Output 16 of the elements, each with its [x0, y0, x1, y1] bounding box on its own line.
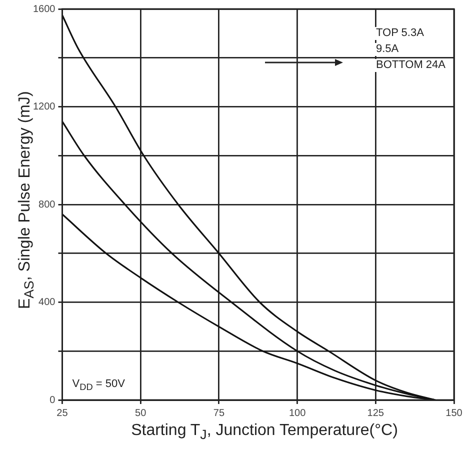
- x-tick-label: 125: [367, 408, 384, 419]
- x-tick-label: 25: [56, 408, 68, 419]
- y-tick-label: 0: [50, 394, 56, 406]
- x-tick-label: 150: [446, 408, 463, 419]
- x-tick-label: 75: [213, 408, 225, 419]
- y-tick-label: 1600: [32, 4, 56, 15]
- x-tick-label: 100: [288, 408, 306, 419]
- annotation: TOP 5.3A: [374, 27, 426, 40]
- y-tick-label: 400: [38, 297, 56, 308]
- annotation: V$_{DD}$ = 50V: [70, 378, 127, 394]
- annotation: 9.5A: [374, 43, 401, 56]
- x-tick-label: 50: [135, 408, 147, 419]
- x-axis-title: Starting T$_{J}$, Junction Temperature(°C): [130, 422, 399, 442]
- y-tick-label: 800: [38, 199, 56, 210]
- annotation: BOTTOM 24A: [374, 59, 448, 72]
- y-tick-label: 1200: [32, 102, 56, 112]
